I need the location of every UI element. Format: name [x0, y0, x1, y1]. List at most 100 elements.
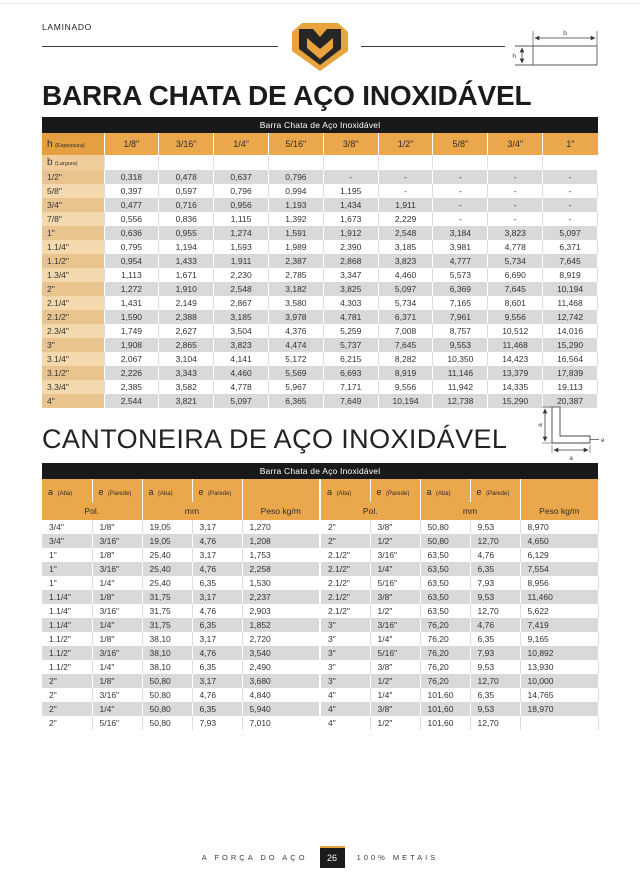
weight-cell: 4,303: [323, 296, 379, 310]
table-cell: 4,76: [192, 688, 243, 702]
row-label-cell: 2.1/4": [42, 296, 105, 310]
weight-cell: 7,165: [432, 296, 489, 310]
weight-cell: 0,477: [104, 198, 160, 212]
table-cell: 6,35: [192, 576, 243, 590]
flat-bar-section-title: BARRA CHATA DE AÇO INOXIDÁVEL: [42, 80, 532, 111]
weight-cell: 9,556: [378, 380, 434, 394]
table-cell: 50,80: [142, 688, 193, 702]
weight-cell: -: [378, 170, 434, 184]
table-cell: 1.1/2": [42, 632, 93, 646]
table-row: 3.1/4" 2,067 3,104 4,141 5,172 6,215 8,282 10,3…: [42, 352, 598, 366]
table-cell: 1/4": [370, 632, 421, 646]
page-top-edge: [0, 3, 640, 4]
table-cell: 8,956: [520, 576, 599, 590]
table-cell: 3,17: [192, 590, 243, 604]
table-cell: 9,53: [470, 702, 521, 716]
weight-cell: 20,387: [542, 394, 598, 408]
table-cell: 1,270: [242, 520, 321, 534]
table-cell: 4,76: [192, 646, 243, 660]
table-cell: 3/16": [92, 534, 143, 548]
weight-cell: 0,994: [268, 184, 324, 198]
weight-cell: 7,008: [378, 324, 434, 338]
row-label-cell: 4": [42, 394, 105, 408]
weight-cell: 3,104: [158, 352, 215, 366]
table-cell: 2.1/2": [319, 562, 371, 576]
weight-cell: 6,693: [323, 366, 379, 380]
weight-cell: 0,397: [104, 184, 160, 198]
table-cell: 2.1/2": [319, 604, 371, 618]
weight-cell: 9,553: [432, 338, 489, 352]
weight-cell: 1,274: [213, 226, 269, 240]
b-note: (Largura): [54, 161, 78, 167]
table-cell: 38,10: [142, 632, 193, 646]
table-row: 1.1/4" 1/8" 31,75 3,17 2,237 2.1/2" 3/8" 63,50 9…: [42, 590, 599, 604]
weight-cell: 19,113: [542, 380, 598, 394]
weight-cell: 2,387: [268, 254, 324, 268]
unit-peso-left: Peso kg/m: [242, 502, 321, 520]
table-cell: 1.1/2": [42, 660, 93, 674]
weight-cell: 7,961: [432, 310, 489, 324]
weight-cell: 17,839: [542, 366, 598, 380]
table-row: 1.3/4" 1,113 1,671 2,230 2,785 3,347 4,460 5,57…: [42, 268, 598, 282]
weight-cell: -: [432, 212, 489, 226]
weight-cell: 1,193: [268, 198, 324, 212]
weight-cell: 13,379: [487, 366, 544, 380]
weight-cell: 1,911: [378, 198, 434, 212]
row-label-cell: 2.1/2": [42, 310, 105, 324]
thickness-column-header: 3/16": [158, 133, 215, 155]
table-cell: 1/2": [370, 716, 421, 730]
weight-cell: 5,967: [268, 380, 324, 394]
weight-cell: 6,371: [542, 240, 598, 254]
weight-cell: -: [487, 170, 544, 184]
table-cell: 5/16": [370, 646, 421, 660]
logo-top-notch: [313, 29, 327, 37]
row-label-cell: 1/2": [42, 170, 105, 184]
weight-cell: 0,556: [104, 212, 160, 226]
a-horizontal-label: a: [569, 455, 573, 462]
logo-chevron: [307, 38, 333, 59]
table-cell: 3": [319, 674, 371, 688]
weight-cell: 5,097: [542, 226, 598, 240]
table-cell: 19,05: [142, 520, 193, 534]
weight-cell: 2,388: [158, 310, 215, 324]
table-row: 2.3/4" 1,749 2,627 3,504 4,376 5,259 7,008 8,75…: [42, 324, 598, 338]
unit-mm-left: mm: [142, 502, 243, 520]
weight-cell: 4,778: [213, 380, 269, 394]
weight-cell: -: [542, 198, 598, 212]
header-rule-right: [361, 46, 505, 47]
table-cell: 4,76: [192, 604, 243, 618]
table-cell: 2,258: [242, 562, 321, 576]
table-cell: 6,35: [192, 660, 243, 674]
weight-cell: 12,742: [542, 310, 598, 324]
footer-brand-right: 100% METAIS: [356, 852, 439, 862]
table-cell: 1": [42, 576, 93, 590]
table-cell: 1/8": [92, 632, 143, 646]
table-cell: 4": [319, 688, 371, 702]
weight-cell: 1,671: [158, 268, 215, 282]
thickness-column-header: 1/8": [104, 133, 160, 155]
weight-cell: 4,777: [432, 254, 489, 268]
b-symbol: b: [47, 157, 53, 168]
col-peso-left-spacer: [242, 479, 321, 502]
row-label-cell: 1": [42, 226, 105, 240]
table-row: 1.1/4" 0,795 1,194 1,593 1,989 2,390 3,185 3,98…: [42, 240, 598, 254]
weight-cell: 5,569: [268, 366, 324, 380]
width-group-header: b (Largura): [42, 155, 105, 170]
weight-cell: 8,919: [378, 366, 434, 380]
table-cell: 3/16": [92, 562, 143, 576]
row-label-cell: 3.1/2": [42, 366, 105, 380]
weight-cell: 2,385: [104, 380, 160, 394]
page-footer: A FORÇA DO AÇO 26 100% METAIS: [0, 846, 640, 868]
weight-cell: 3,343: [158, 366, 215, 380]
table-cell: 1,753: [242, 548, 321, 562]
table-row: 5/8" 0,397 0,597 0,796 0,994 1,195- - - -: [42, 184, 598, 198]
weight-cell: 0,318: [104, 170, 160, 184]
weight-cell: 3,825: [323, 282, 379, 296]
weight-cell: 5,259: [323, 324, 379, 338]
h-dimension-label: h: [512, 53, 516, 60]
row-label-cell: 3": [42, 338, 105, 352]
col-peso-right-spacer: [520, 479, 598, 502]
a-vertical-label: a: [537, 423, 544, 427]
weight-cell: 2,230: [213, 268, 269, 282]
unit-mm-right: mm: [420, 502, 521, 520]
